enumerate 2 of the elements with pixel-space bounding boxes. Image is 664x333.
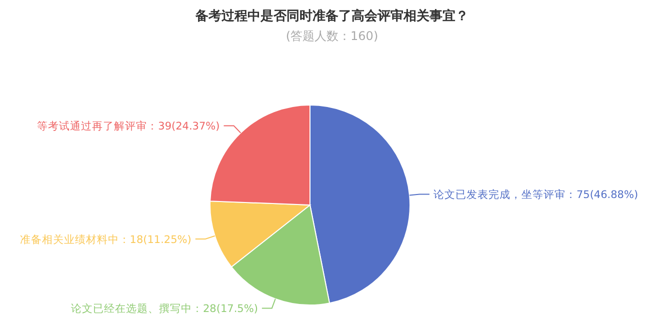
title: 备考过程中是否同时准备了高会评审相关事宜？ (196, 9, 468, 24)
subtitle: (答题人数：160) (286, 29, 378, 43)
